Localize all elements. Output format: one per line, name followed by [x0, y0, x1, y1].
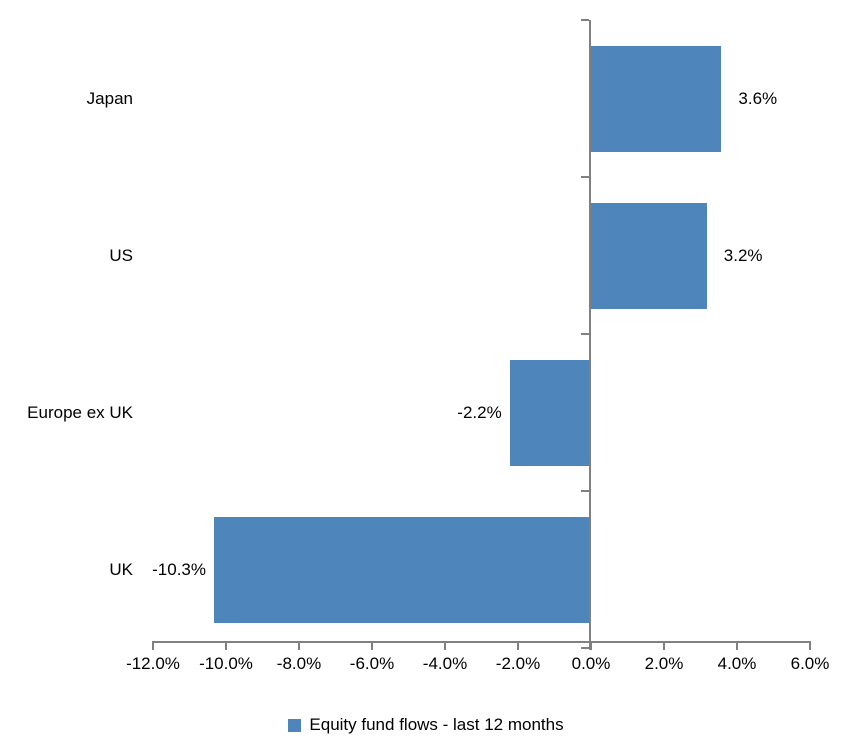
x-axis-tick	[809, 641, 811, 650]
x-axis-tick	[663, 641, 665, 650]
x-axis-tick	[225, 641, 227, 650]
y-axis-tick	[581, 490, 589, 492]
x-axis-tick	[298, 641, 300, 650]
bar-europe-ex-uk	[509, 359, 590, 466]
category-label: Japan	[86, 88, 133, 108]
data-label: 3.6%	[738, 88, 778, 108]
category-label: UK	[109, 559, 133, 579]
data-label: -10.3%	[152, 559, 206, 579]
category-label: Europe ex UK	[27, 402, 133, 422]
x-axis-line	[152, 641, 811, 643]
x-axis-tick-label: -8.0%	[276, 654, 322, 673]
x-axis-tick-label: 6.0%	[790, 654, 830, 673]
x-axis-tick-label: -6.0%	[349, 654, 395, 673]
legend: Equity fund flows - last 12 months	[0, 712, 852, 738]
x-axis-tick	[517, 641, 519, 650]
x-axis-tick-label: -12.0%	[126, 654, 180, 673]
y-axis-tick	[581, 647, 589, 649]
data-label: 3.2%	[723, 245, 763, 265]
legend-label: Equity fund flows - last 12 months	[309, 715, 564, 734]
x-axis-tick-label: 2.0%	[644, 654, 684, 673]
bar-us	[590, 202, 707, 309]
x-axis-tick-label: -2.0%	[495, 654, 541, 673]
category-label: US	[109, 245, 133, 265]
bar-uk	[214, 516, 590, 623]
y-axis-tick	[581, 19, 589, 21]
x-axis-tick-label: -10.0%	[199, 654, 253, 673]
y-axis-tick	[581, 176, 589, 178]
x-axis-tick	[152, 641, 154, 650]
x-axis-tick-label: -4.0%	[422, 654, 468, 673]
bar-japan	[590, 45, 722, 152]
x-axis-tick	[371, 641, 373, 650]
y-axis-tick	[581, 333, 589, 335]
data-label: -2.2%	[457, 402, 502, 422]
x-axis-tick	[590, 641, 592, 650]
x-axis-tick	[444, 641, 446, 650]
legend-square-icon	[288, 718, 302, 732]
x-axis-tick-label: 0.0%	[571, 654, 611, 673]
x-axis-tick	[736, 641, 738, 650]
x-axis-tick-label: 4.0%	[717, 654, 757, 673]
y-axis-line	[589, 20, 591, 650]
